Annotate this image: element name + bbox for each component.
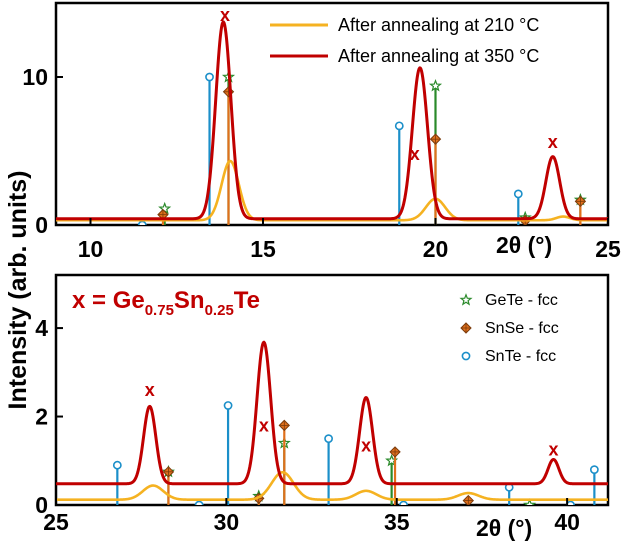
ref-legend-marker-gete bbox=[459, 293, 473, 306]
x-tick-label: 40 bbox=[554, 509, 580, 535]
plot-area bbox=[56, 340, 608, 505]
ref-marker-gete bbox=[428, 78, 443, 92]
x-axis-label-bottom: 2θ (°) bbox=[476, 515, 532, 541]
phase-formula: x = Ge0.75Sn0.25Te bbox=[72, 287, 260, 319]
y-tick-label: 0 bbox=[35, 212, 48, 238]
ref-marker-snte bbox=[137, 220, 147, 225]
ref-marker-snte bbox=[394, 121, 404, 131]
plot-area bbox=[56, 20, 608, 225]
series-line-350 bbox=[56, 20, 608, 221]
phase-marker: x bbox=[361, 435, 371, 455]
x-tick-label: 30 bbox=[214, 509, 240, 535]
series-line-210 bbox=[56, 470, 608, 501]
ref-marker-gete bbox=[523, 498, 537, 505]
top-panel: 10 15 20 25 0 10 x x x bbox=[22, 5, 621, 262]
y-tick-label: 2 bbox=[35, 404, 48, 430]
phase-marker: x bbox=[145, 380, 155, 400]
ref-legend-marker-snte bbox=[461, 351, 471, 361]
phase-marker: x bbox=[410, 144, 420, 164]
top-plot-frame bbox=[54, 1, 610, 227]
x-axis-label-top: 2θ (°) bbox=[496, 232, 552, 258]
ref-marker-snte bbox=[324, 434, 333, 444]
series-legend: After annealing at 210 °C After annealin… bbox=[270, 15, 539, 66]
y-tick-label: 10 bbox=[22, 64, 48, 90]
y-axis-label: Intensity (arb. units) bbox=[4, 171, 32, 410]
legend-label-350: After annealing at 350 °C bbox=[338, 46, 539, 66]
x-tick-label: 35 bbox=[384, 509, 410, 535]
y-tick-label: 4 bbox=[35, 315, 48, 341]
bottom-panel: 25 30 35 40 0 2 4 x x x x bbox=[35, 315, 608, 535]
phase-marker: x bbox=[220, 5, 230, 25]
ref-marker-snte bbox=[112, 460, 122, 470]
bottom-plot-frame bbox=[54, 273, 610, 507]
y-tick-label: 0 bbox=[35, 492, 48, 518]
ref-marker-snte bbox=[194, 500, 204, 505]
x-tick-label: 10 bbox=[78, 236, 104, 262]
x-tick-label: 15 bbox=[250, 236, 276, 262]
ref-legend-gete: GeTe - fcc bbox=[485, 292, 558, 309]
phase-marker: x bbox=[259, 415, 269, 435]
ref-legend-snte: SnTe - fcc bbox=[485, 348, 556, 365]
phase-marker: x bbox=[548, 440, 558, 460]
ref-marker-snte bbox=[589, 465, 599, 475]
legend-label-210: After annealing at 210 °C bbox=[338, 15, 539, 35]
ref-marker-snte bbox=[205, 72, 214, 82]
series-line-350 bbox=[56, 340, 608, 486]
ref-marker-snte bbox=[513, 189, 523, 199]
x-tick-label: 25 bbox=[43, 509, 69, 535]
reference-legend: GeTe - fcc SnSe - fcc SnTe - fcc bbox=[459, 292, 559, 365]
phase-marker: x bbox=[548, 132, 558, 152]
ref-legend-snse: SnSe - fcc bbox=[485, 320, 559, 337]
x-tick-label: 20 bbox=[423, 236, 449, 262]
ref-marker-snte bbox=[399, 500, 408, 505]
ref-marker-snte bbox=[223, 401, 233, 410]
x-tick-label: 25 bbox=[595, 236, 621, 262]
